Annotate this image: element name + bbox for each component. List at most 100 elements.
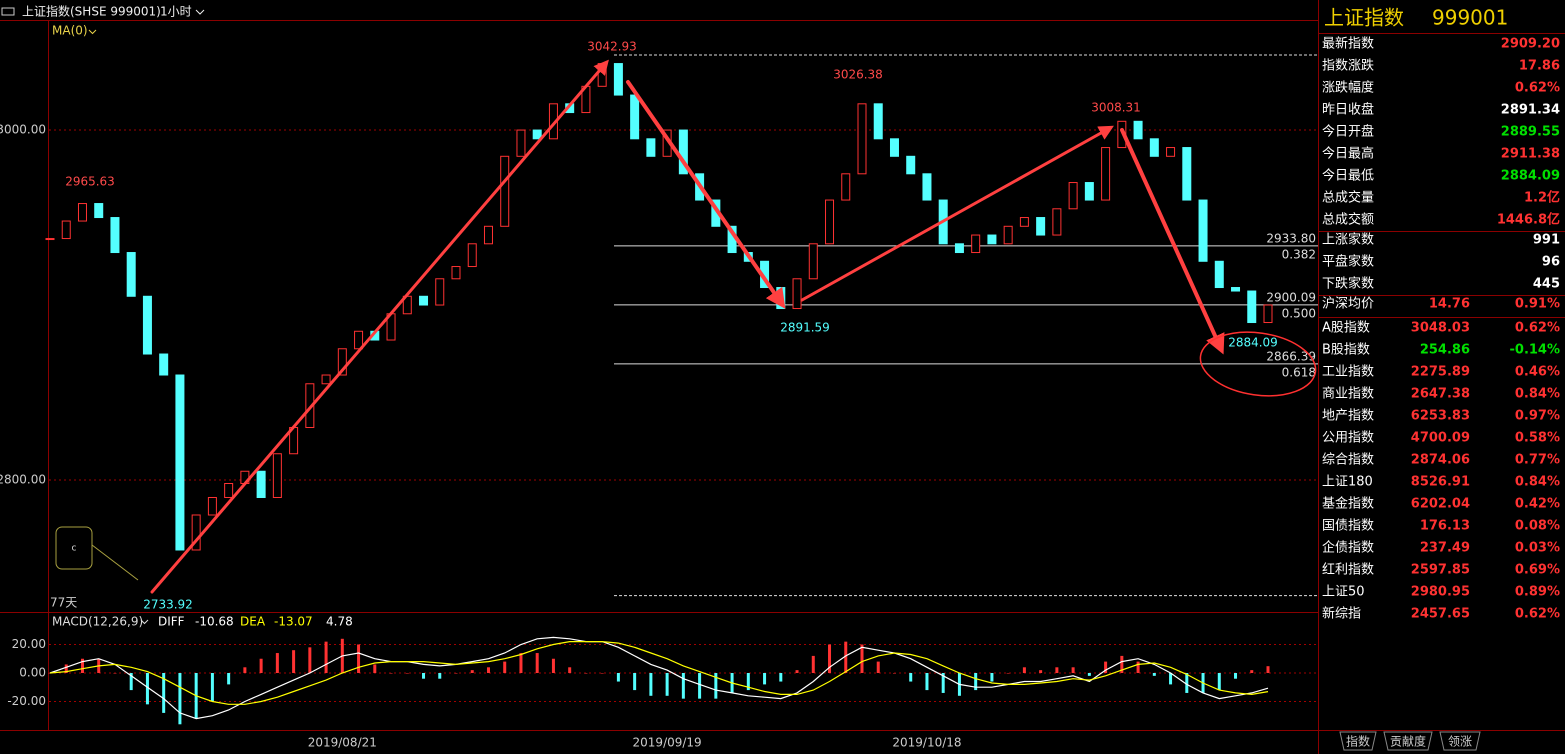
indicator-caret[interactable] bbox=[88, 29, 97, 35]
row-value: 8526.91 bbox=[1411, 475, 1470, 490]
macd-bar bbox=[1266, 666, 1270, 673]
candle bbox=[808, 243, 818, 280]
macd-tick-label: 20.00 bbox=[12, 637, 46, 651]
candle bbox=[1182, 147, 1192, 201]
row-value: 1446.8亿 bbox=[1497, 212, 1560, 228]
tab-label[interactable]: 领涨 bbox=[1448, 734, 1472, 749]
macd-bar bbox=[308, 647, 312, 673]
price-annotation: 3026.38 bbox=[833, 68, 883, 82]
row-value: 1.2亿 bbox=[1524, 190, 1560, 206]
row-value: 2597.85 bbox=[1411, 563, 1470, 578]
macd-bar bbox=[925, 672, 929, 691]
macd-bar bbox=[1087, 672, 1091, 676]
row-value: 237.49 bbox=[1420, 541, 1470, 556]
macd-bar bbox=[1234, 672, 1238, 679]
fib-price: 2866.39 bbox=[1266, 349, 1316, 363]
x-tick-label: 2019/09/19 bbox=[633, 736, 702, 750]
quote-panel: 上证指数 999001 最新指数 2909.20 指数涨跌 17.86 涨跌幅度 0.62% 昨… bbox=[1322, 6, 1560, 751]
macd-bar bbox=[616, 672, 620, 682]
row-value: 445 bbox=[1533, 277, 1560, 292]
tab[interactable] bbox=[1439, 731, 1481, 751]
diff-value: -10.68 bbox=[195, 615, 234, 629]
macd-bar bbox=[811, 655, 815, 673]
row-value: 2457.65 bbox=[1411, 607, 1470, 622]
macd-tick-label: -20.00 bbox=[7, 694, 46, 708]
fib-ratio: 0.618 bbox=[1282, 365, 1316, 379]
candle bbox=[175, 374, 185, 551]
candle bbox=[954, 243, 964, 254]
tab[interactable] bbox=[1383, 731, 1433, 751]
candle bbox=[483, 225, 493, 245]
row-label: 今日最低 bbox=[1322, 168, 1374, 184]
fib-ratio: 0.500 bbox=[1282, 306, 1316, 320]
macd-bar bbox=[1217, 672, 1221, 691]
diff-name: DIFF bbox=[158, 615, 185, 629]
candle bbox=[1214, 260, 1224, 289]
row-label: 上涨家数 bbox=[1322, 232, 1374, 248]
row-label: 今日最高 bbox=[1322, 146, 1374, 162]
window-icon[interactable] bbox=[1, 7, 15, 16]
tab-label[interactable]: 贡献度 bbox=[1390, 734, 1426, 749]
row-label: 公用指数 bbox=[1322, 431, 1374, 446]
candle bbox=[77, 203, 87, 222]
note-box bbox=[55, 526, 93, 570]
macd-bar bbox=[746, 672, 750, 691]
macd-bar bbox=[876, 661, 880, 673]
fib-price: 2900.09 bbox=[1266, 290, 1316, 304]
macd-bar bbox=[162, 672, 166, 713]
candle bbox=[1198, 199, 1208, 262]
tab-label[interactable]: 指数 bbox=[1346, 734, 1370, 749]
candle bbox=[224, 482, 234, 498]
macd-bar bbox=[486, 667, 490, 673]
row-value: 991 bbox=[1533, 233, 1560, 248]
macd-bar bbox=[259, 658, 263, 673]
row-change: 0.08% bbox=[1515, 519, 1560, 534]
macd-bar bbox=[324, 641, 328, 673]
macd-bar bbox=[454, 672, 458, 674]
tab[interactable] bbox=[1339, 731, 1377, 751]
indicator[interactable]: MA(0) bbox=[52, 24, 88, 38]
row-change: 0.97% bbox=[1515, 409, 1560, 424]
macd-bar bbox=[941, 672, 945, 693]
candle bbox=[354, 330, 364, 350]
candle bbox=[45, 238, 55, 241]
macd-bar bbox=[1006, 672, 1010, 674]
panel-code: 999001 bbox=[1432, 6, 1508, 30]
macd-bar bbox=[357, 644, 361, 673]
macd-bar bbox=[373, 664, 377, 673]
macd-bar bbox=[698, 672, 702, 699]
macd-bar bbox=[633, 672, 637, 691]
macd-bar bbox=[795, 670, 799, 673]
macd-bar bbox=[828, 644, 832, 673]
fib-price: 2933.80 bbox=[1266, 231, 1316, 245]
row-value: 2891.34 bbox=[1501, 103, 1560, 118]
macd-bar bbox=[1185, 672, 1189, 693]
note-leader bbox=[91, 544, 139, 581]
candle bbox=[61, 220, 71, 240]
macd-bar bbox=[844, 641, 848, 673]
macd-bar bbox=[210, 672, 214, 702]
row-label: 基金指数 bbox=[1322, 496, 1374, 512]
candle bbox=[159, 353, 169, 376]
macd-bar bbox=[1055, 667, 1059, 673]
candle bbox=[922, 173, 932, 201]
row-value: 14.76 bbox=[1429, 297, 1470, 312]
macd-value: 4.78 bbox=[326, 615, 353, 629]
candle bbox=[971, 234, 981, 254]
candle bbox=[678, 129, 688, 175]
candle bbox=[1247, 290, 1257, 324]
candle bbox=[1133, 120, 1143, 140]
candle bbox=[841, 173, 851, 201]
period-caret[interactable] bbox=[195, 9, 205, 15]
macd-bar bbox=[860, 644, 864, 673]
candle bbox=[613, 63, 623, 96]
trend-arrows bbox=[150, 59, 1225, 594]
price-annotation: 2884.09 bbox=[1228, 336, 1278, 350]
candle bbox=[646, 138, 656, 157]
macd-bar bbox=[292, 650, 296, 673]
candle bbox=[110, 217, 120, 254]
macd-bar bbox=[519, 653, 523, 673]
period[interactable]: 1小时 bbox=[160, 5, 192, 19]
macd-bar bbox=[438, 672, 442, 679]
